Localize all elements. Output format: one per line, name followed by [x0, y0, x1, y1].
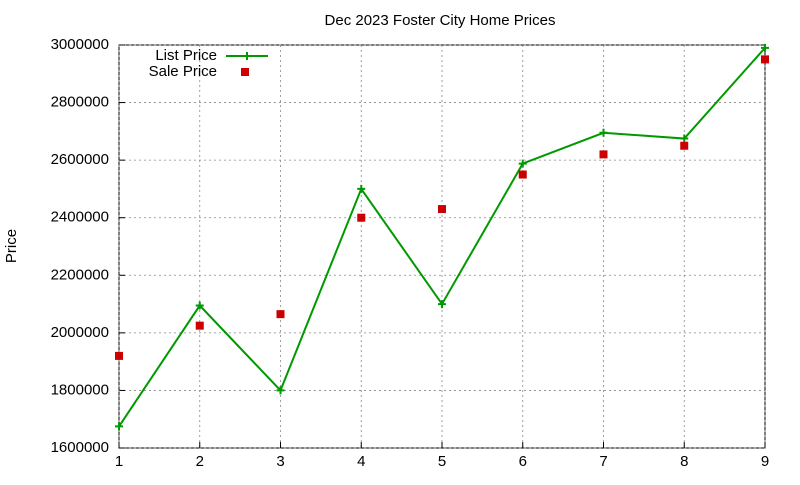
- x-tick-label: 8: [680, 453, 688, 470]
- y-tick-label: 2600000: [51, 151, 109, 168]
- chart-title: Dec 2023 Foster City Home Prices: [325, 12, 556, 29]
- x-tick-label: 6: [519, 453, 527, 470]
- x-tick-label: 3: [276, 453, 284, 470]
- point: [438, 300, 446, 309]
- point: [276, 386, 285, 395]
- x-tick-label: 9: [761, 453, 769, 470]
- legend-label: Sale Price: [149, 63, 217, 80]
- point: [518, 159, 527, 168]
- point: [357, 213, 366, 222]
- y-tick-label: 1600000: [51, 439, 109, 456]
- point: [761, 43, 769, 52]
- y-tick-label: 1800000: [51, 381, 109, 398]
- legend-key: [241, 68, 249, 76]
- point: [195, 321, 204, 330]
- x-tick-label: 1: [115, 453, 123, 470]
- point: [115, 351, 123, 360]
- point: [680, 134, 689, 143]
- y-tick-label: 2200000: [51, 266, 109, 283]
- point: [195, 301, 204, 310]
- x-tick-label: 2: [196, 453, 204, 470]
- y-tick-label: 2400000: [51, 209, 109, 226]
- x-tick-label: 5: [438, 453, 446, 470]
- point: [761, 55, 769, 64]
- y-tick-label: 3000000: [51, 36, 109, 53]
- y-axis-label: Price: [3, 229, 20, 263]
- line: [118, 47, 766, 427]
- point: [438, 205, 446, 214]
- point: [115, 422, 123, 431]
- x-tick-label: 4: [357, 453, 365, 470]
- legend-key: [243, 52, 251, 60]
- x-tick-label: 7: [599, 453, 607, 470]
- point: [518, 170, 527, 179]
- point: [599, 150, 608, 159]
- point: [680, 141, 689, 150]
- y-tick-label: 2800000: [51, 94, 109, 111]
- legend-label: List Price: [155, 47, 217, 64]
- point: [276, 310, 285, 319]
- point: [357, 184, 366, 193]
- point: [599, 128, 608, 137]
- y-tick-label: 2000000: [51, 324, 109, 341]
